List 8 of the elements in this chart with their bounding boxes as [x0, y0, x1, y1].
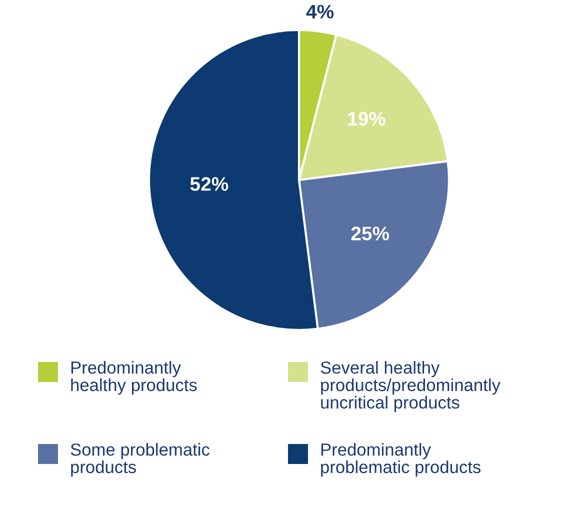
legend-label: Predominantly problematic products	[321, 443, 481, 477]
data-label: 25%	[351, 226, 390, 240]
data-label: 52%	[190, 177, 228, 191]
legend-label: Several healthy products/predominantly uncritical products	[320, 361, 500, 412]
data-label: 4%	[306, 4, 334, 19]
data-label: 19%	[348, 112, 386, 126]
legend-label: Predominantly healthy products	[71, 361, 197, 395]
legend-label: Some problematic products	[70, 443, 210, 477]
